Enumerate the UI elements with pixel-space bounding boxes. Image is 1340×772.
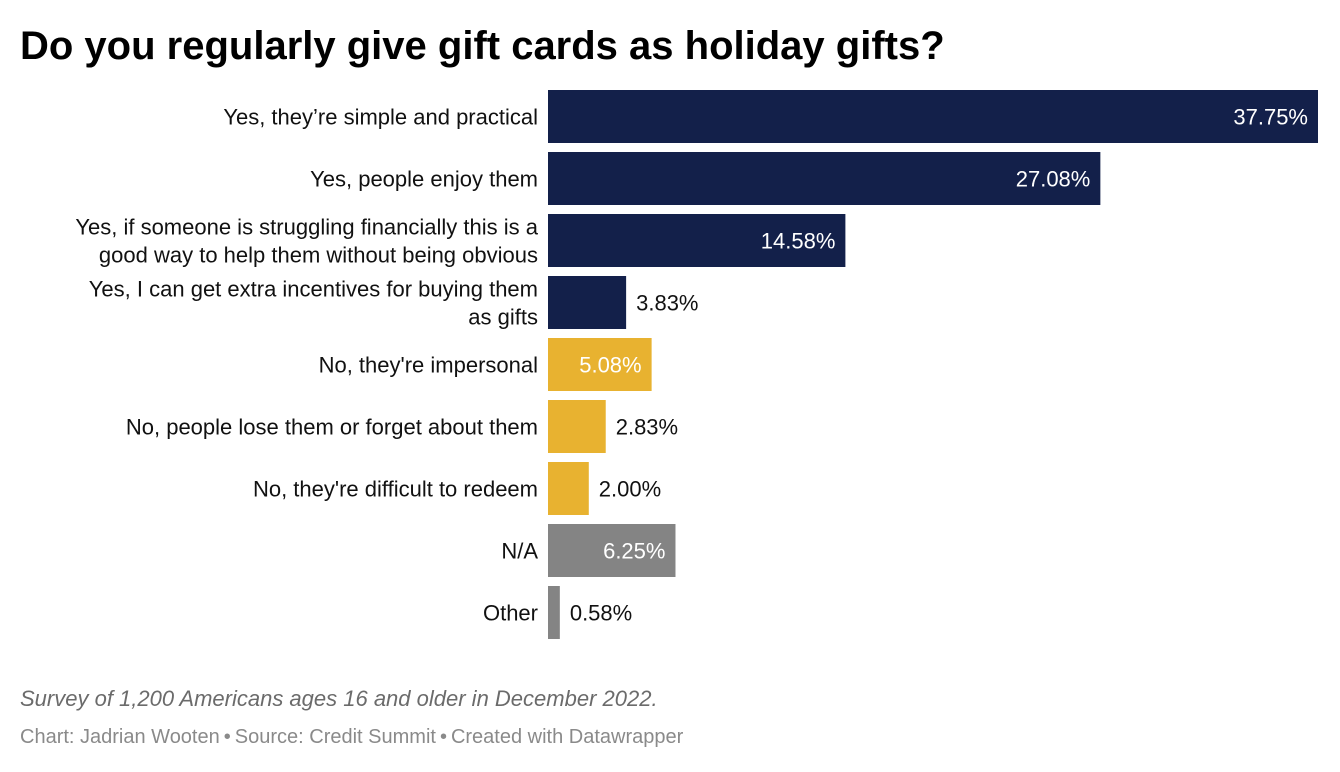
chart-footer: Chart: Jadrian Wooten • Source: Credit Sum… — [20, 726, 683, 749]
bar[interactable] — [548, 90, 1318, 143]
category-label: No, they're difficult to redeem — [253, 477, 538, 502]
chart-notes: Survey of 1,200 Americans ages 16 and ol… — [20, 686, 658, 711]
value-label: 14.58% — [761, 229, 836, 254]
category-label: Other — [483, 601, 538, 626]
category-label: N/A — [501, 539, 538, 564]
category-label-line: Yes, I can get extra incentives for buyi… — [89, 277, 538, 302]
category-label: Yes, people enjoy them — [310, 167, 538, 192]
bar[interactable] — [548, 338, 652, 391]
bar[interactable] — [548, 524, 676, 577]
category-label-line: Yes, if someone is struggling financiall… — [75, 215, 538, 240]
source-link[interactable]: Source: Credit Summit — [234, 726, 436, 748]
category-label-line: as gifts — [468, 305, 538, 330]
datawrapper-link[interactable]: Created with Datawrapper — [450, 726, 684, 748]
category-label: No, they're impersonal — [319, 353, 538, 378]
bar[interactable] — [548, 462, 589, 515]
category-label-line: Yes, people enjoy them — [310, 167, 538, 192]
chart-title: Do you regularly give gift cards as holi… — [20, 24, 945, 68]
category-label: Yes, I can get extra incentives for buyi… — [89, 277, 538, 330]
category-label: Yes, they’re simple and practical — [223, 105, 538, 130]
bar-chart: Yes, they’re simple and practical 37.75% Y… — [75, 90, 1318, 639]
chart-credit: Chart: Jadrian Wooten — [20, 726, 220, 748]
category-label-line: Yes, they’re simple and practical — [223, 105, 538, 130]
value-label: 5.08% — [579, 353, 641, 378]
category-label-line: good way to help them without being obvi… — [99, 243, 538, 268]
category-label-line: No, they're difficult to redeem — [253, 477, 538, 502]
category-label-line: No, they're impersonal — [319, 353, 538, 378]
category-label: Yes, if someone is struggling financiall… — [75, 215, 538, 268]
bar[interactable] — [548, 586, 560, 639]
value-label: 2.00% — [599, 477, 661, 502]
category-label-line: No, people lose them or forget about the… — [126, 415, 538, 440]
footer-separator: • — [439, 726, 447, 748]
value-label: 2.83% — [616, 415, 678, 440]
category-label-line: Other — [483, 601, 538, 626]
bar[interactable] — [548, 400, 606, 453]
value-label: 6.25% — [603, 539, 665, 564]
value-label: 27.08% — [1016, 167, 1091, 192]
value-label: 37.75% — [1233, 105, 1308, 130]
category-label-line: N/A — [501, 539, 538, 564]
category-label: No, people lose them or forget about the… — [126, 415, 538, 440]
value-label: 3.83% — [636, 291, 698, 316]
bar[interactable] — [548, 152, 1101, 205]
value-label: 0.58% — [570, 601, 632, 626]
bar[interactable] — [548, 214, 846, 267]
footer-separator: • — [223, 726, 231, 748]
bar[interactable] — [548, 276, 627, 329]
